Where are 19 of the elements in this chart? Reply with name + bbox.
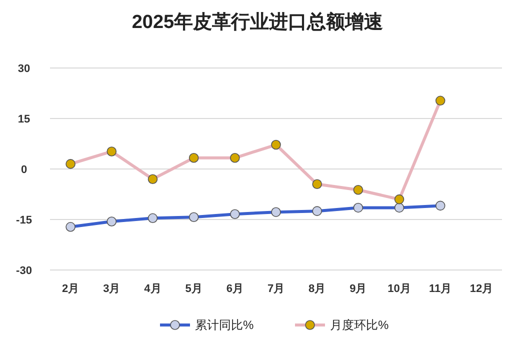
x-tick-label: 10月 — [388, 283, 411, 295]
x-tick-label: 12月 — [470, 283, 494, 295]
x-tick-label: 8月 — [308, 283, 326, 295]
x-tick-label: 5月 — [185, 283, 202, 295]
y-tick-label: 15 — [18, 114, 30, 126]
x-tick-label: 6月 — [226, 283, 244, 295]
x-tick-label: 9月 — [350, 283, 367, 295]
y-tick-label: -15 — [16, 214, 32, 226]
x-tick-label: 4月 — [144, 283, 162, 295]
y-tick-label: 30 — [18, 63, 30, 75]
x-tick-label: 7月 — [267, 283, 285, 295]
chart-title: 2025年皮革行业进口总额增速 — [132, 11, 384, 33]
x-tick-label: 11月 — [429, 283, 452, 295]
x-tick-label: 2月 — [62, 283, 80, 295]
legend-label: 累计同比% — [195, 318, 254, 332]
y-tick-label: 0 — [20, 164, 28, 176]
x-tick-label: 3月 — [103, 283, 120, 295]
y-tick-label: -30 — [16, 265, 32, 277]
legend-label: 月度环比% — [330, 318, 389, 332]
